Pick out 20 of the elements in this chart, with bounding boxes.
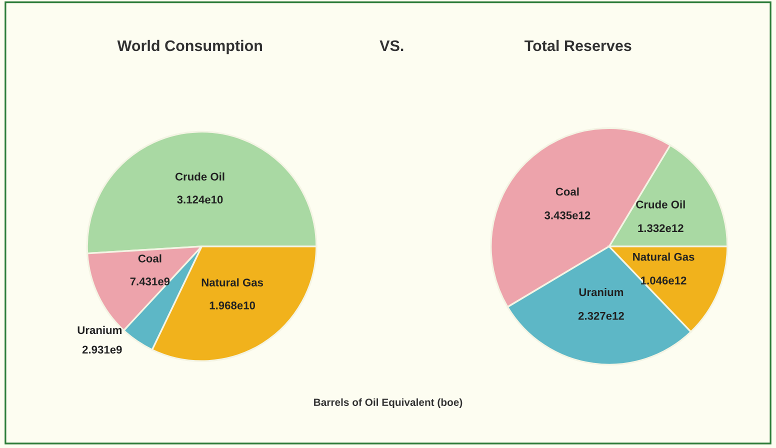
slice-label: Crude Oil	[636, 200, 685, 208]
data-label: 2.327e12	[578, 312, 624, 320]
data-label: 1.046e12	[641, 276, 686, 284]
chart-title: Total Reserves	[524, 40, 632, 52]
data-label: 3.435e12	[544, 211, 590, 220]
slice-label: Coal	[138, 254, 162, 262]
text: VS.	[380, 40, 404, 52]
slice-label: Coal	[556, 187, 579, 196]
text: Barrels of Oil Equivalent (boe)	[314, 398, 462, 408]
slice-label: Crude Oil	[175, 172, 224, 181]
slice-label: Natural Gas	[202, 278, 264, 286]
data-label: 7.431e9	[130, 278, 170, 286]
slice-label: Natural Gas	[633, 252, 694, 261]
data-label: 2.931e9	[82, 346, 122, 354]
slice-label: Uranium	[78, 326, 122, 334]
data-label: 3.124e10	[177, 196, 223, 204]
data-label: 1.968e10	[210, 302, 256, 310]
slice-label: Uranium	[579, 288, 624, 296]
data-label: 1.332e12	[638, 224, 684, 232]
chart-title: World Consumption	[117, 40, 262, 54]
